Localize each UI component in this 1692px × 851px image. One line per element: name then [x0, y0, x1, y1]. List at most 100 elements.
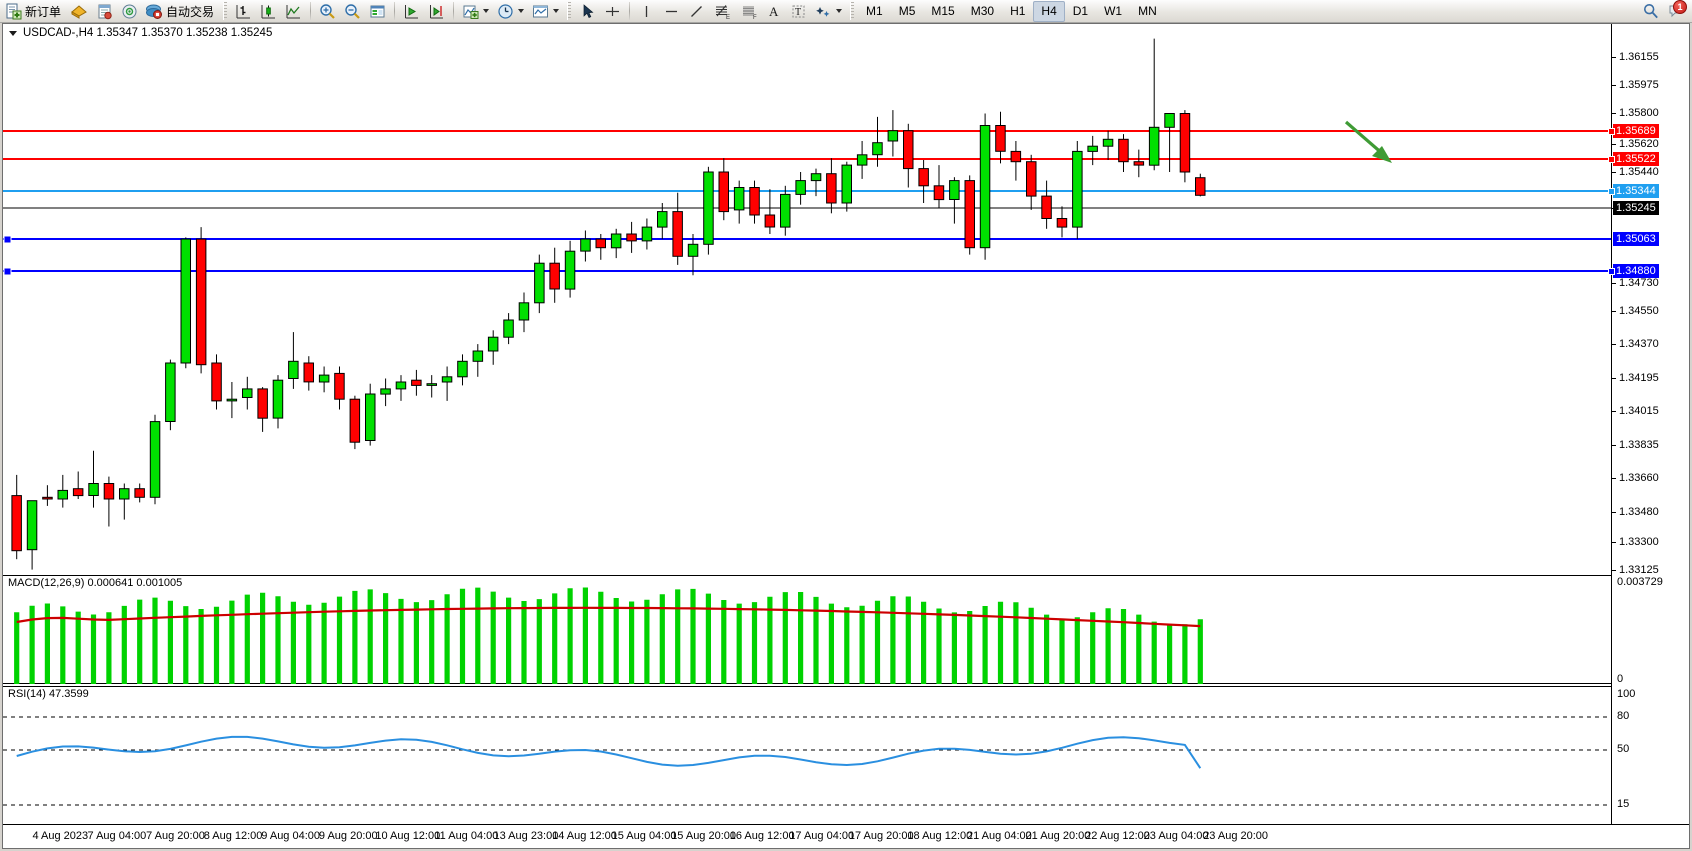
vertical-line-button[interactable] — [634, 1, 659, 22]
expert-advisors-button[interactable] — [66, 1, 92, 22]
objects-dropdown-caret[interactable] — [836, 9, 843, 13]
time-tick: 10 Aug 12:00 — [375, 830, 441, 842]
macd-scale-bottom: 0 — [1617, 673, 1624, 685]
price-badge-support-lower[interactable]: 1.34880 — [1613, 264, 1659, 278]
macd-pane[interactable]: MACD(12,26,9) 0.000641 0.001005 — [3, 575, 1612, 684]
periods-dropdown-caret[interactable] — [518, 9, 525, 13]
expert-advisors-icon — [71, 4, 87, 19]
indicators-button[interactable] — [458, 1, 493, 22]
horizontal-scrollbar[interactable] — [0, 849, 1692, 851]
rsi-line — [16, 735, 1202, 769]
green-down-arrow[interactable] — [1344, 120, 1392, 163]
time-scale[interactable]: 4 Aug 2023 7 Aug 04:00 7 Aug 20:00 8 Aug 12… — [3, 824, 1689, 848]
timeframe-m15[interactable]: M15 — [931, 4, 955, 18]
trendline-button[interactable] — [684, 1, 709, 22]
time-tick: 21 Aug 20:00 — [1025, 830, 1091, 842]
templates-button[interactable] — [528, 1, 563, 22]
price-tick-1.33480: 1.33480 — [1612, 506, 1659, 518]
periods-button[interactable] — [493, 1, 528, 22]
time-tick: 7 Aug 04:00 — [87, 830, 147, 842]
timeframe-m5[interactable]: M5 — [898, 4, 916, 18]
price-badge-last-price[interactable]: 1.35245 — [1613, 201, 1659, 215]
auto-scroll-button[interactable] — [424, 1, 449, 22]
toolbar-grip-2[interactable] — [567, 2, 572, 20]
price-badge-resistance-upper[interactable]: 1.35689 — [1613, 124, 1659, 138]
channel-icon: F — [743, 6, 757, 20]
time-tick: 15 Aug 04:00 — [611, 830, 677, 842]
fibonacci-button[interactable]: E — [709, 1, 736, 22]
new-order-label: 新订单 — [25, 4, 62, 19]
price-badge-pivot-lightblue[interactable]: 1.35344 — [1613, 184, 1659, 198]
horizontal-line-button[interactable] — [659, 1, 684, 22]
price-tick-1.35800: 1.35800 — [1612, 107, 1659, 119]
tile-windows-button[interactable] — [365, 1, 390, 22]
cursor-button[interactable] — [575, 1, 600, 22]
indicators-icon — [463, 5, 479, 19]
price-badge-resistance-lower[interactable]: 1.35522 — [1613, 152, 1659, 166]
price-pane[interactable] — [3, 24, 1612, 573]
indicators-dropdown-caret[interactable] — [483, 9, 490, 13]
rsi-level-label-80: 80 — [1617, 710, 1630, 722]
price-badge-handle-pivot-lightblue[interactable] — [1608, 188, 1615, 195]
time-tick: 8 Aug 12:00 — [203, 830, 263, 842]
text-button[interactable]: T — [786, 1, 811, 22]
toolbar-separator-3 — [453, 2, 455, 20]
timeframe-m1[interactable]: M1 — [866, 4, 883, 18]
chart-shift-button[interactable] — [399, 1, 424, 22]
text-label-icon: A — [769, 4, 779, 19]
timeframe-m30[interactable]: M30 — [970, 4, 995, 18]
time-tick: 11 Aug 04:00 — [434, 830, 499, 842]
price-tick-1.36155: 1.36155 — [1612, 51, 1659, 63]
chart-window[interactable]: USDCAD-,H4 1.35347 1.35370 1.35238 1.352… — [2, 23, 1690, 849]
price-tick-1.34015: 1.34015 — [1612, 405, 1659, 417]
timeframe-w1[interactable]: W1 — [1104, 4, 1123, 18]
price-badge-handle-support-lower[interactable] — [1608, 268, 1615, 275]
candlestick-chart-button[interactable] — [256, 1, 281, 22]
level-handle-1.34880[interactable] — [3, 267, 12, 276]
auto-scroll-icon — [430, 4, 444, 18]
crosshair-button[interactable] — [600, 1, 625, 22]
time-tick: 15 Aug 20:00 — [671, 830, 737, 842]
timeframe-h4[interactable]: H4 — [1033, 0, 1065, 22]
zoom-in-button[interactable] — [315, 1, 340, 22]
time-tick: 9 Aug 04:00 — [261, 830, 321, 842]
objects-button[interactable] — [811, 1, 846, 22]
search-button[interactable] — [1638, 1, 1664, 22]
price-tick-1.33660: 1.33660 — [1612, 472, 1659, 484]
price-badge-support-upper[interactable]: 1.35063 — [1613, 232, 1659, 246]
new-order-icon — [6, 3, 22, 19]
toolbar-grip-1[interactable] — [223, 2, 228, 20]
toolbar-grip-3[interactable] — [850, 2, 855, 20]
zoom-out-button[interactable] — [340, 1, 365, 22]
chart-ohlc-text: USDCAD-,H4 1.35347 1.35370 1.35238 1.352… — [23, 27, 273, 39]
templates-dropdown-caret[interactable] — [553, 9, 560, 13]
bar-chart-button[interactable] — [231, 1, 256, 22]
candlestick-chart-icon — [261, 4, 276, 18]
templates-icon — [533, 5, 549, 17]
price-scale[interactable]: 1.36155 1.35975 1.35800 1.35620 1.35440 1.352… — [1608, 24, 1689, 848]
chart-menu-caret-icon[interactable] — [9, 30, 17, 36]
price-badge-handle-resistance-upper[interactable] — [1608, 128, 1615, 135]
text-label-button[interactable]: A — [763, 1, 786, 22]
price-badge-handle-resistance-lower[interactable] — [1608, 156, 1615, 163]
notifications-button[interactable]: 1 — [1666, 0, 1687, 21]
navigator-button[interactable] — [117, 1, 142, 22]
time-tick: 22 Aug 12:00 — [1085, 830, 1150, 842]
rsi-pane[interactable]: RSI(14) 47.3599 — [3, 686, 1612, 826]
autotrading-button[interactable]: 自动交易 — [142, 1, 219, 22]
new-order-button[interactable]: 新订单 — [2, 1, 66, 22]
timeframe-mn[interactable]: MN — [1138, 4, 1157, 18]
timeframe-h1[interactable]: H1 — [1010, 4, 1026, 18]
zoom-out-icon — [345, 3, 360, 19]
channel-button[interactable]: F — [736, 1, 763, 22]
vertical-line-icon — [645, 5, 648, 17]
macd-chart-svg — [14, 587, 1203, 684]
line-chart-button[interactable] — [281, 1, 306, 22]
time-tick: 9 Aug 20:00 — [318, 830, 378, 842]
level-handle-1.35063[interactable] — [3, 235, 12, 244]
timeframe-d1[interactable]: D1 — [1072, 4, 1089, 18]
horizontal-line-icon — [666, 10, 678, 12]
price-tick-1.34550: 1.34550 — [1612, 305, 1659, 317]
data-window-button[interactable] — [92, 1, 117, 22]
